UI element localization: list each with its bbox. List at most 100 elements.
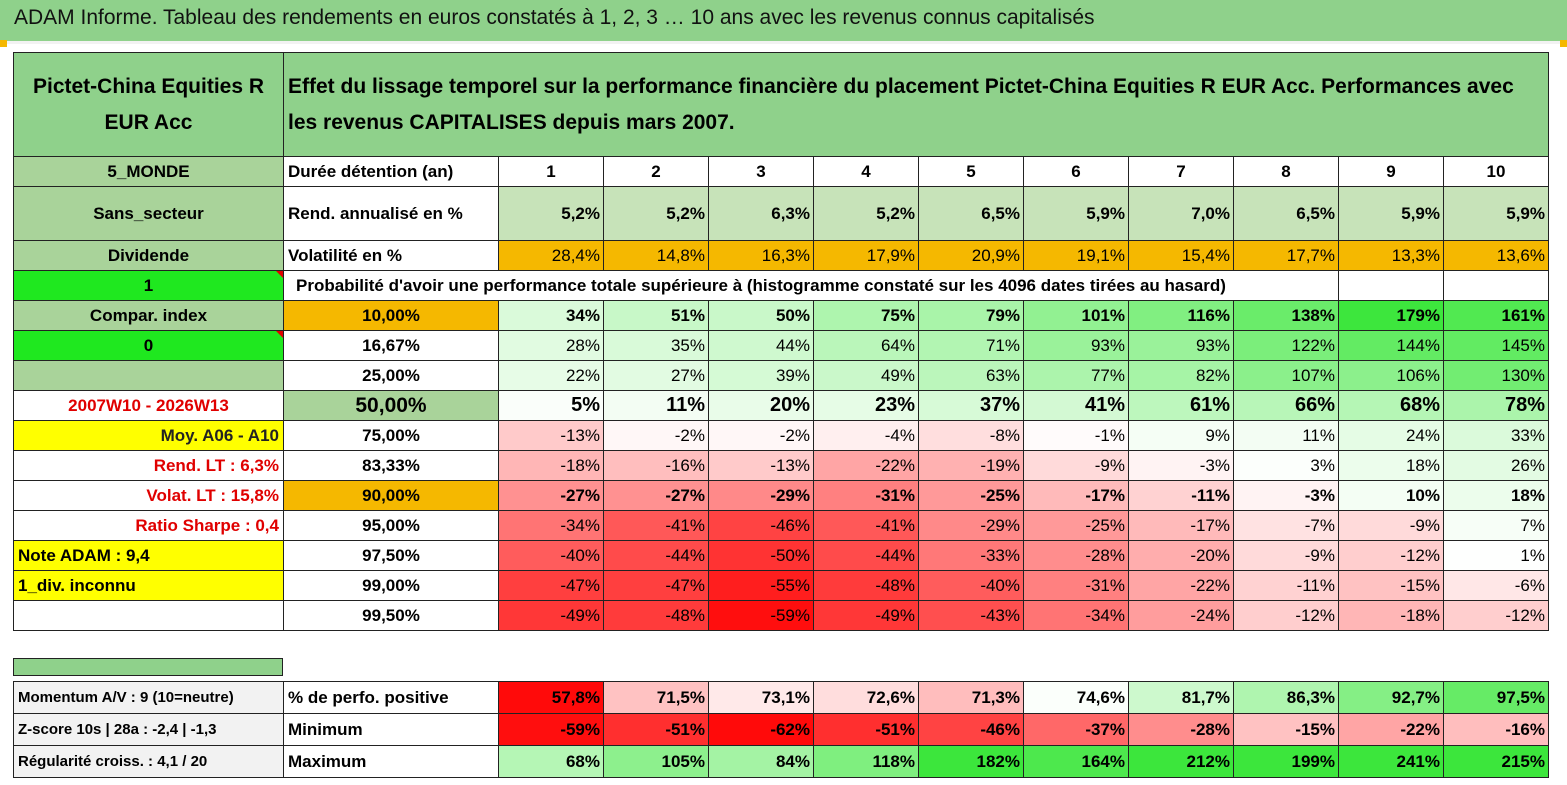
summary-value: 57,8% — [498, 681, 604, 714]
year-header: 5 — [918, 156, 1024, 187]
probability-value: -40% — [918, 570, 1024, 601]
probability-value: -47% — [498, 570, 604, 601]
probability-value: -43% — [918, 600, 1024, 631]
probability-caption: Probabilité d'avoir une performance tota… — [283, 270, 1339, 301]
probability-value: 41% — [1023, 390, 1129, 421]
probability-value: 79% — [918, 300, 1024, 331]
probability-value: 34% — [498, 300, 604, 331]
probability-threshold: 16,67% — [283, 330, 499, 361]
probability-threshold: 75,00% — [283, 420, 499, 451]
probability-value: -22% — [1128, 570, 1234, 601]
probability-value: 179% — [1338, 300, 1444, 331]
side-empty — [13, 600, 284, 631]
probability-value: -24% — [1128, 600, 1234, 631]
summary-value: 118% — [813, 745, 919, 778]
summary-value: -15% — [1233, 713, 1339, 746]
probability-threshold: 97,50% — [283, 540, 499, 571]
probability-value: 63% — [918, 360, 1024, 391]
summary-value: 182% — [918, 745, 1024, 778]
side-label-sharpe: Ratio Sharpe : 0,4 — [13, 510, 284, 541]
probability-value: 93% — [1023, 330, 1129, 361]
year-header: 8 — [1233, 156, 1339, 187]
probability-value: 44% — [708, 330, 814, 361]
summary-value: -37% — [1023, 713, 1129, 746]
probability-value: 22% — [498, 360, 604, 391]
indicator-label: Momentum A/V : 9 (10=neutre) — [13, 681, 284, 714]
probability-value: -9% — [1233, 540, 1339, 571]
report-title: ADAM Informe. Tableau des rendements en … — [0, 0, 1567, 44]
probability-value: 145% — [1443, 330, 1549, 361]
probability-value: 138% — [1233, 300, 1339, 331]
probability-value: 18% — [1443, 480, 1549, 511]
probability-value: -7% — [1233, 510, 1339, 541]
probability-value: -12% — [1233, 600, 1339, 631]
probability-value: -18% — [1338, 600, 1444, 631]
probability-value: 51% — [603, 300, 709, 331]
annual-return: 5,9% — [1023, 186, 1129, 241]
probability-value: 37% — [918, 390, 1024, 421]
probability-value: 11% — [1233, 420, 1339, 451]
probability-value: 18% — [1338, 450, 1444, 481]
probability-value: 106% — [1338, 360, 1444, 391]
year-header: 6 — [1023, 156, 1129, 187]
annual-return: 5,9% — [1338, 186, 1444, 241]
year-header: 2 — [603, 156, 709, 187]
year-header: 1 — [498, 156, 604, 187]
probability-threshold: 95,00% — [283, 510, 499, 541]
summary-table: Momentum A/V : 9 (10=neutre)% de perfo. … — [13, 681, 1549, 778]
probability-value: 161% — [1443, 300, 1549, 331]
summary-value: 92,7% — [1338, 681, 1444, 714]
probability-value: 1% — [1443, 540, 1549, 571]
indicator-label: Z-score 10s | 28a : -2,4 | -1,3 — [13, 713, 284, 746]
annual-return: 5,2% — [498, 186, 604, 241]
probability-value: 75% — [813, 300, 919, 331]
probability-value: 107% — [1233, 360, 1339, 391]
volatility-label: Volatilité en % — [283, 240, 499, 271]
annual-return: 6,3% — [708, 186, 814, 241]
probability-value: 101% — [1023, 300, 1129, 331]
corner-marker — [1560, 40, 1567, 47]
probability-value: 116% — [1128, 300, 1234, 331]
description: Effet du lissage temporel sur la perform… — [283, 52, 1549, 157]
probability-value: 23% — [813, 390, 919, 421]
flag-cell[interactable]: 1 — [13, 270, 284, 301]
summary-value: 164% — [1023, 745, 1129, 778]
probability-value: -17% — [1128, 510, 1234, 541]
probability-value: 33% — [1443, 420, 1549, 451]
probability-threshold: 25,00% — [283, 360, 499, 391]
probability-value: 68% — [1338, 390, 1444, 421]
corner-marker — [0, 40, 7, 47]
dividend-label: Dividende — [13, 240, 284, 271]
probability-value: -15% — [1338, 570, 1444, 601]
probability-value: -59% — [708, 600, 814, 631]
separator-bar — [13, 658, 283, 676]
side-label-note: Note ADAM : 9,4 — [13, 540, 284, 571]
volatility: 19,1% — [1023, 240, 1129, 271]
probability-value: -20% — [1128, 540, 1234, 571]
probability-threshold: 50,00% — [283, 390, 499, 421]
summary-value: 199% — [1233, 745, 1339, 778]
probability-value: -40% — [498, 540, 604, 571]
probability-value: -6% — [1443, 570, 1549, 601]
return-label: Rend. annualisé en % — [283, 186, 499, 241]
summary-value: 105% — [603, 745, 709, 778]
probability-value: 10% — [1338, 480, 1444, 511]
probability-value: -49% — [498, 600, 604, 631]
side-label-compar: Compar. index — [13, 300, 284, 331]
probability-value: -25% — [918, 480, 1024, 511]
performance-table: Pictet-China Equities R EUR Acc Effet du… — [13, 52, 1549, 631]
probability-value: -46% — [708, 510, 814, 541]
probability-value: 82% — [1128, 360, 1234, 391]
summary-value: -51% — [813, 713, 919, 746]
summary-value: 72,6% — [813, 681, 919, 714]
summary-value: 212% — [1128, 745, 1234, 778]
summary-value: -62% — [708, 713, 814, 746]
probability-value: -22% — [813, 450, 919, 481]
side-label-flag0[interactable]: 0 — [13, 330, 284, 361]
probability-value: -27% — [603, 480, 709, 511]
volatility: 14,8% — [603, 240, 709, 271]
year-header: 10 — [1443, 156, 1549, 187]
probability-value: -29% — [918, 510, 1024, 541]
probability-value: -55% — [708, 570, 814, 601]
volatility: 17,9% — [813, 240, 919, 271]
